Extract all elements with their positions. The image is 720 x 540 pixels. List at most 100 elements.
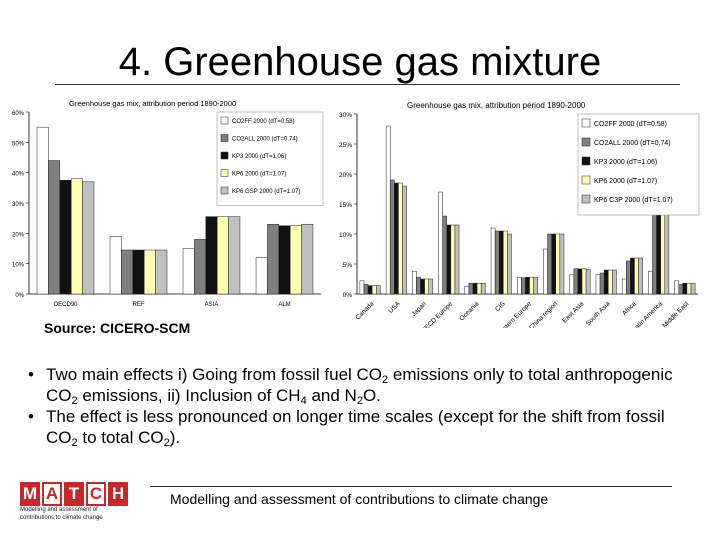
legend-label: CO2FF 2000 (dT=0.58) bbox=[594, 121, 667, 128]
bar bbox=[267, 223, 280, 295]
bar bbox=[289, 225, 302, 295]
legend-label: KP6 GSP 2000 (dT=1.07) bbox=[232, 189, 300, 195]
title-divider bbox=[55, 84, 680, 85]
bullet-text-part: Two main effects i) Going from fossil fu… bbox=[46, 365, 383, 384]
y-tick-label: 50% bbox=[12, 141, 25, 147]
y-tick-label: 20% bbox=[339, 172, 352, 179]
bar bbox=[678, 284, 684, 295]
x-tick-label: OECD90 bbox=[53, 302, 78, 308]
x-tick-label: Africa bbox=[621, 300, 638, 317]
bar bbox=[416, 276, 421, 295]
bar bbox=[517, 276, 522, 295]
bar bbox=[412, 270, 417, 295]
y-tick-label: 40% bbox=[12, 172, 25, 178]
bar bbox=[442, 215, 448, 295]
bar bbox=[547, 233, 552, 295]
bar bbox=[389, 179, 395, 295]
bar bbox=[438, 191, 443, 295]
bullet-text-part: ). bbox=[169, 428, 181, 447]
bar bbox=[503, 230, 508, 295]
y-tick-label: 10% bbox=[339, 232, 352, 239]
footer-text: Modelling and assessment of contribution… bbox=[170, 491, 549, 507]
legend-label: KP3 2000 (dT=1.06) bbox=[232, 154, 286, 160]
x-tick-label: Oceania bbox=[458, 300, 480, 322]
bar bbox=[543, 248, 548, 295]
x-tick-label: CIS bbox=[494, 300, 507, 313]
bar bbox=[585, 269, 591, 295]
bar bbox=[109, 236, 122, 295]
footer-divider bbox=[150, 486, 672, 487]
legend-swatch bbox=[220, 116, 229, 125]
bar bbox=[595, 274, 601, 295]
x-tick-label: Japan bbox=[411, 300, 429, 318]
bar bbox=[480, 282, 486, 295]
bar bbox=[228, 216, 241, 295]
bar bbox=[446, 224, 452, 295]
bar bbox=[476, 282, 482, 295]
bar bbox=[494, 230, 500, 295]
legend-swatch bbox=[220, 151, 229, 160]
y-tick-label: 5% bbox=[343, 262, 353, 269]
legend-swatch bbox=[220, 186, 229, 195]
bar bbox=[454, 224, 460, 295]
y-tick-label: 15% bbox=[339, 202, 352, 209]
bullet-item: • Two main effects i) Going from fossil f… bbox=[28, 364, 688, 407]
bar bbox=[498, 230, 504, 295]
y-tick-label: 10% bbox=[12, 263, 25, 269]
bullet-text-part: emissions only to total anthropogenic CO bbox=[46, 365, 673, 405]
bar bbox=[607, 269, 613, 295]
y-tick-label: 60% bbox=[12, 111, 25, 117]
bar bbox=[36, 126, 49, 295]
bullet-text: Two main effects i) Going from fossil fu… bbox=[46, 365, 673, 407]
legend-box bbox=[216, 111, 324, 206]
legend-label: CO2FF 2000 (dT=0.58) bbox=[232, 119, 295, 125]
bar bbox=[182, 248, 195, 295]
bar bbox=[143, 249, 156, 295]
bar bbox=[690, 282, 696, 295]
bar bbox=[255, 257, 268, 295]
bar bbox=[525, 276, 530, 295]
y-tick-label: 0% bbox=[15, 293, 24, 299]
bullet-item: • The effect is less pronounced on longer… bbox=[28, 406, 688, 449]
bar bbox=[612, 269, 617, 295]
bar bbox=[371, 285, 377, 295]
source-label: Source: CICERO-SCM bbox=[44, 320, 191, 336]
subscript: 2 bbox=[163, 437, 170, 449]
bar bbox=[359, 280, 365, 295]
legend-label: KP3 2000 (dT=1.06) bbox=[594, 159, 657, 166]
bar bbox=[424, 278, 429, 295]
bar bbox=[194, 239, 207, 295]
bar bbox=[420, 278, 425, 295]
legend-swatch bbox=[581, 118, 591, 128]
bar bbox=[638, 257, 643, 295]
bullet-dot-icon: • bbox=[28, 365, 34, 384]
x-tick-label: ASIA bbox=[205, 302, 219, 308]
legend-swatch bbox=[581, 194, 591, 204]
bar bbox=[428, 278, 434, 295]
bar bbox=[555, 233, 561, 295]
bar bbox=[626, 260, 631, 295]
bar bbox=[533, 276, 538, 295]
bar bbox=[155, 249, 168, 295]
x-tick-label: Middle East bbox=[661, 300, 690, 328]
bar bbox=[551, 233, 557, 295]
bar bbox=[121, 249, 134, 295]
legend-swatch bbox=[581, 137, 591, 147]
legend-swatch bbox=[220, 169, 229, 177]
bar bbox=[559, 233, 565, 295]
x-tick-label: China region bbox=[528, 300, 559, 328]
x-tick-label: East Asia bbox=[561, 300, 585, 324]
bar bbox=[70, 178, 83, 295]
bar bbox=[621, 278, 627, 295]
bar bbox=[648, 270, 653, 295]
x-tick-label: South Asia bbox=[585, 300, 612, 327]
bar bbox=[367, 285, 373, 295]
bar bbox=[205, 216, 218, 295]
y-tick-label: 25% bbox=[339, 142, 352, 149]
legend-box bbox=[577, 113, 700, 216]
bullet-text-part: The effect is less pronounced on longer … bbox=[46, 407, 665, 447]
bar bbox=[577, 268, 583, 295]
logo-letter: H bbox=[108, 482, 128, 506]
chart-title: Greenhouse gas mix, attribution period 1… bbox=[407, 101, 586, 110]
